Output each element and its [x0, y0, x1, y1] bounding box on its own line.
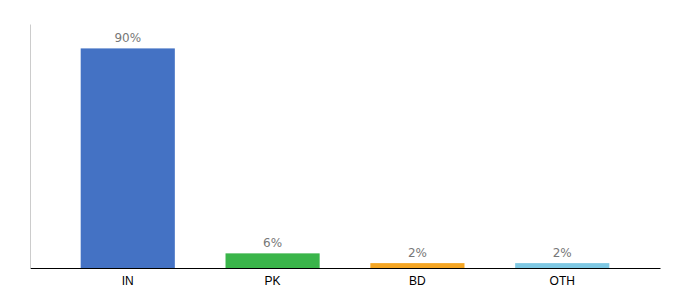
- bar: [515, 263, 609, 268]
- x-tick-label: OTH: [550, 274, 575, 288]
- x-tick: OTH: [550, 274, 575, 288]
- x-tick: BD: [409, 274, 426, 288]
- x-axis-line: [31, 268, 661, 269]
- x-tick-label: BD: [409, 274, 426, 288]
- bar: [370, 263, 464, 268]
- x-axis: IN PK BD OTH: [31, 269, 661, 288]
- x-tick: PK: [265, 274, 281, 288]
- x-tick-label: IN: [122, 274, 134, 288]
- plot: 90% 6% 2% 2% IN PK BD OTH: [31, 25, 661, 288]
- y-axis-line: [30, 25, 31, 269]
- bar: [81, 48, 175, 268]
- data-label: 2%: [553, 246, 572, 260]
- bars: [81, 48, 610, 268]
- chart: 90% 6% 2% 2% IN PK BD OTH: [0, 0, 680, 300]
- data-label: 90%: [114, 31, 141, 45]
- bar: [226, 253, 320, 268]
- x-tick-label: PK: [265, 274, 281, 288]
- data-label: 6%: [263, 236, 282, 250]
- data-label: 2%: [408, 246, 427, 260]
- y-axis: [30, 25, 31, 269]
- x-tick: IN: [122, 274, 134, 288]
- data-labels: 90% 6% 2% 2%: [114, 31, 571, 260]
